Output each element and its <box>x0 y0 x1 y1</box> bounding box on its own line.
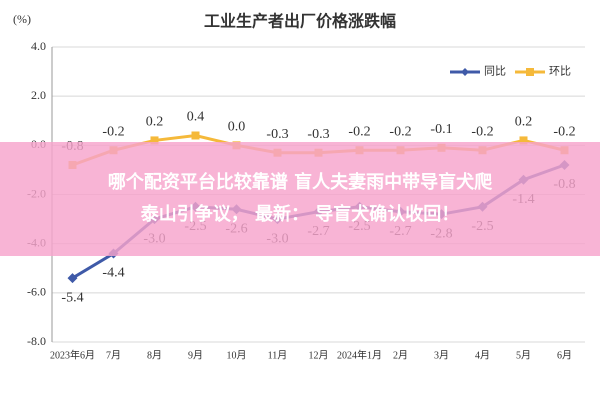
value-label: 0.4 <box>187 110 205 125</box>
value-label: 0.0 <box>228 120 246 135</box>
legend-label: 环比 <box>549 65 571 78</box>
chart-title: 工业生产者出厂价格涨跌幅 <box>204 12 396 31</box>
value-label: -0.2 <box>389 124 411 139</box>
x-tick-label: 3月 <box>434 349 449 361</box>
value-label: -0.3 <box>307 127 329 142</box>
legend-label: 同比 <box>484 65 506 78</box>
value-label: -4.4 <box>102 266 124 281</box>
legend-marker <box>526 68 534 76</box>
x-tick-label: 9月 <box>188 349 203 361</box>
value-label: 0.2 <box>146 115 164 130</box>
x-tick-label: 2023年6月 <box>50 348 95 361</box>
x-tick-label: 11月 <box>268 349 288 361</box>
value-label: -0.2 <box>348 124 370 139</box>
x-tick-label: 5月 <box>516 349 531 361</box>
x-tick-label: 2月 <box>393 349 408 361</box>
value-label: -0.2 <box>471 124 493 139</box>
point <box>150 136 159 145</box>
y-tick-label: 2.0 <box>31 88 46 102</box>
overlay-text: 泰山引争议， 最新： 导盲犬确认收回！ <box>140 203 460 225</box>
x-tick-label: 12月 <box>309 349 329 361</box>
x-tick-label: 10月 <box>227 349 247 361</box>
x-tick-label: 4月 <box>475 349 490 361</box>
y-tick-label: 4.0 <box>31 39 46 53</box>
value-label: -0.2 <box>102 124 124 139</box>
overlay-text: 哪个配资平台比较靠谱 盲人夫妻雨中带导盲犬爬 <box>108 171 493 193</box>
value-label: -0.3 <box>266 127 288 142</box>
x-tick-label: 8月 <box>147 349 162 361</box>
overlay-band <box>0 142 600 256</box>
point <box>519 136 528 145</box>
y-tick-label: -6.0 <box>27 285 46 299</box>
value-label: -0.1 <box>430 122 452 137</box>
legend-marker <box>461 68 469 76</box>
value-label: -0.2 <box>553 124 575 139</box>
point <box>67 273 78 284</box>
value-label: 0.2 <box>515 115 533 130</box>
point <box>191 131 200 140</box>
x-tick-label: 7月 <box>106 349 121 361</box>
y-tick-label: -8.0 <box>27 334 46 348</box>
value-label: -5.4 <box>61 290 83 305</box>
y-unit: (%) <box>13 12 31 26</box>
x-tick-label: 2024年1月 <box>337 348 382 361</box>
x-tick-label: 6月 <box>557 349 572 361</box>
